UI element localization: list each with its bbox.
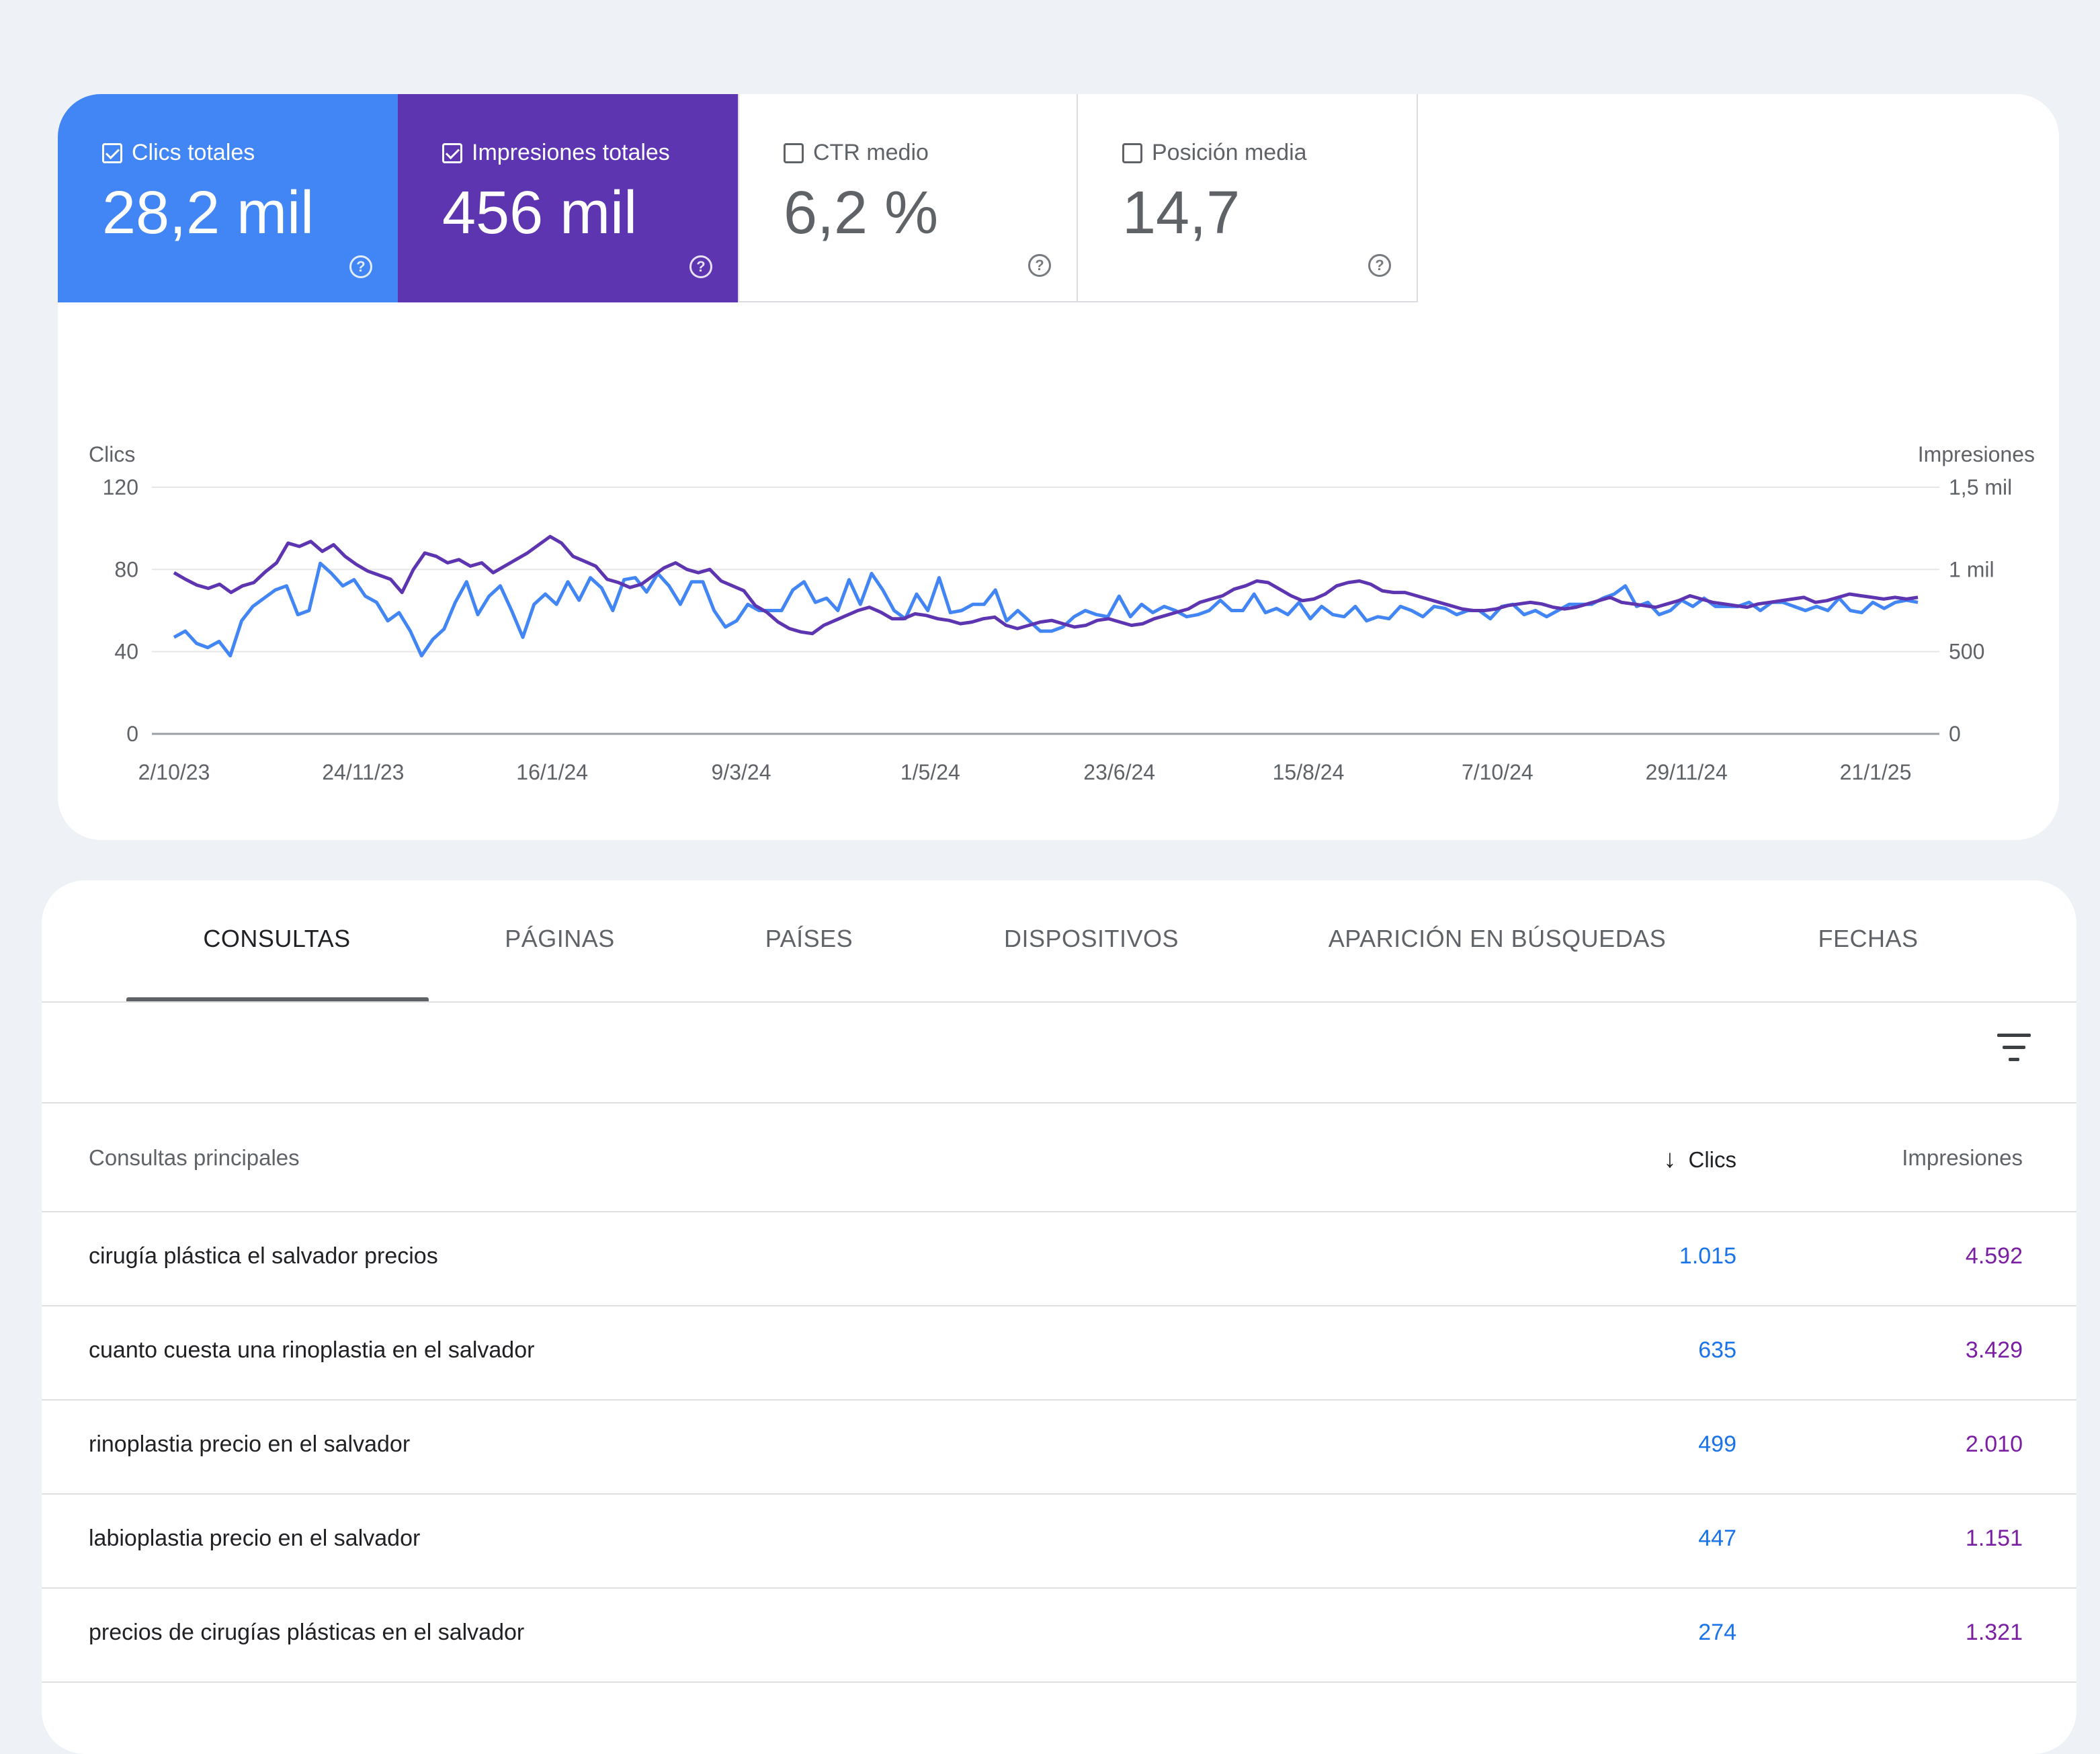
x-tick: 21/1/25 xyxy=(1840,760,1912,784)
help-icon[interactable]: ? xyxy=(689,255,712,278)
x-tick: 2/10/23 xyxy=(138,760,210,784)
x-tick: 29/11/24 xyxy=(1646,760,1728,784)
y-axis-right-title: Impresiones xyxy=(1918,442,2035,466)
metric-value: 456 mil xyxy=(442,179,638,247)
table-header: Consultas principales ↓ Clics Impresione… xyxy=(42,1102,2076,1212)
help-icon[interactable]: ? xyxy=(1028,254,1051,277)
x-tick: 1/5/24 xyxy=(900,760,960,784)
tab-queries[interactable]: CONSULTAS xyxy=(203,925,351,952)
row-query: rinoplastia precio en el salvador xyxy=(89,1431,411,1457)
y-tick-right: 0 xyxy=(1949,722,1961,746)
x-tick: 23/6/24 xyxy=(1083,760,1155,784)
column-header-clicks-label: Clics xyxy=(1688,1146,1737,1172)
help-icon[interactable]: ? xyxy=(349,255,372,278)
row-clicks: 499 xyxy=(1698,1431,1736,1457)
table-row[interactable]: precios de cirugías plásticas en el salv… xyxy=(42,1587,2076,1683)
row-clicks: 1.015 xyxy=(1679,1243,1736,1269)
metric-label: CTR medio xyxy=(813,140,929,165)
y-tick-right: 1 mil xyxy=(1949,557,1994,581)
checkbox-checked-icon[interactable] xyxy=(102,142,122,163)
metric-label: Clics totales xyxy=(132,140,255,165)
x-tick: 24/11/23 xyxy=(322,760,404,784)
row-query: precios de cirugías plásticas en el salv… xyxy=(89,1620,525,1645)
row-query: cuanto cuesta una rinoplastia en el salv… xyxy=(89,1337,535,1363)
metric-value: 14,7 xyxy=(1122,179,1241,247)
checkbox-unchecked-icon[interactable] xyxy=(1122,142,1142,163)
row-impressions: 3.429 xyxy=(1965,1337,2023,1363)
metric-label: Impresiones totales xyxy=(472,140,670,165)
y-axis-left-title: Clics xyxy=(89,442,135,466)
queries-table-card: CONSULTAS PÁGINAS PAÍSES DISPOSITIVOS AP… xyxy=(42,880,2076,1754)
metric-card-clicks[interactable]: Clics totales 28,2 mil ? xyxy=(58,94,398,302)
tab-bar: CONSULTAS PÁGINAS PAÍSES DISPOSITIVOS AP… xyxy=(42,880,2076,1003)
x-tick: 9/3/24 xyxy=(712,760,771,784)
series-line-impressions[interactable] xyxy=(173,534,1919,636)
row-impressions: 2.010 xyxy=(1965,1431,2023,1457)
tab-devices[interactable]: DISPOSITIVOS xyxy=(1003,925,1179,952)
y-tick-left: 0 xyxy=(126,722,138,746)
table-row[interactable]: cirugía plástica el salvador precios 1.0… xyxy=(42,1211,2076,1306)
row-query: labioplastia precio en el salvador xyxy=(89,1526,421,1551)
metric-value: 6,2 % xyxy=(784,179,939,247)
column-header-query[interactable]: Consultas principales xyxy=(89,1145,300,1170)
row-impressions: 1.151 xyxy=(1965,1526,2023,1551)
x-tick: 7/10/24 xyxy=(1462,760,1534,784)
column-header-clicks[interactable]: ↓ Clics xyxy=(1664,1145,1737,1174)
arrow-down-icon: ↓ xyxy=(1663,1145,1677,1173)
table-toolbar xyxy=(42,1001,2076,1103)
x-tick: 16/1/24 xyxy=(516,760,588,784)
chart-svg[interactable]: Clics Impresiones 0 0 40 500 80 1 mil 120 1,5 mil… xyxy=(58,363,2059,833)
y-tick-left: 80 xyxy=(114,557,138,581)
table-row[interactable]: rinoplastia precio en el salvador 499 2.… xyxy=(42,1399,2076,1495)
tab-countries[interactable]: PAÍSES xyxy=(765,925,853,952)
metric-card-ctr[interactable]: CTR medio 6,2 % ? xyxy=(738,94,1078,302)
checkbox-checked-icon[interactable] xyxy=(442,142,462,163)
tab-dates[interactable]: FECHAS xyxy=(1818,925,1919,952)
active-tab-indicator xyxy=(126,997,429,1001)
row-impressions: 1.321 xyxy=(1965,1620,2023,1645)
y-tick-right: 1,5 mil xyxy=(1949,475,2012,499)
metric-card-impressions[interactable]: Impresiones totales 456 mil ? xyxy=(398,94,738,302)
row-clicks: 274 xyxy=(1698,1620,1736,1645)
y-tick-right: 500 xyxy=(1949,640,1984,664)
y-tick-left: 120 xyxy=(103,475,138,499)
metric-value: 28,2 mil xyxy=(102,179,314,247)
tab-pages[interactable]: PÁGINAS xyxy=(505,925,615,952)
column-header-impressions[interactable]: Impresiones xyxy=(1902,1145,2023,1170)
performance-card: Clics totales 28,2 mil ? Impresiones tot… xyxy=(58,94,2059,840)
row-impressions: 4.592 xyxy=(1965,1243,2023,1269)
y-tick-left: 40 xyxy=(114,640,138,664)
x-tick: 15/8/24 xyxy=(1273,760,1345,784)
help-icon[interactable]: ? xyxy=(1368,254,1391,277)
row-clicks: 635 xyxy=(1698,1337,1736,1363)
row-clicks: 447 xyxy=(1698,1526,1736,1551)
tab-search-appearance[interactable]: APARICIÓN EN BÚSQUEDAS xyxy=(1328,925,1667,952)
row-query: cirugía plástica el salvador precios xyxy=(89,1243,438,1269)
series-line-clicks[interactable] xyxy=(173,561,1919,658)
metric-card-position[interactable]: Posición media 14,7 ? xyxy=(1078,94,1418,302)
filter-icon[interactable] xyxy=(1997,1034,2031,1062)
metric-label: Posición media xyxy=(1152,140,1307,165)
performance-chart[interactable]: Clics Impresiones 0 0 40 500 80 1 mil 120 1,5 mil… xyxy=(58,363,2059,833)
table-row[interactable]: labioplastia precio en el salvador 447 1… xyxy=(42,1493,2076,1589)
table-row[interactable]: cuanto cuesta una rinoplastia en el salv… xyxy=(42,1305,2076,1401)
checkbox-unchecked-icon[interactable] xyxy=(784,142,804,163)
